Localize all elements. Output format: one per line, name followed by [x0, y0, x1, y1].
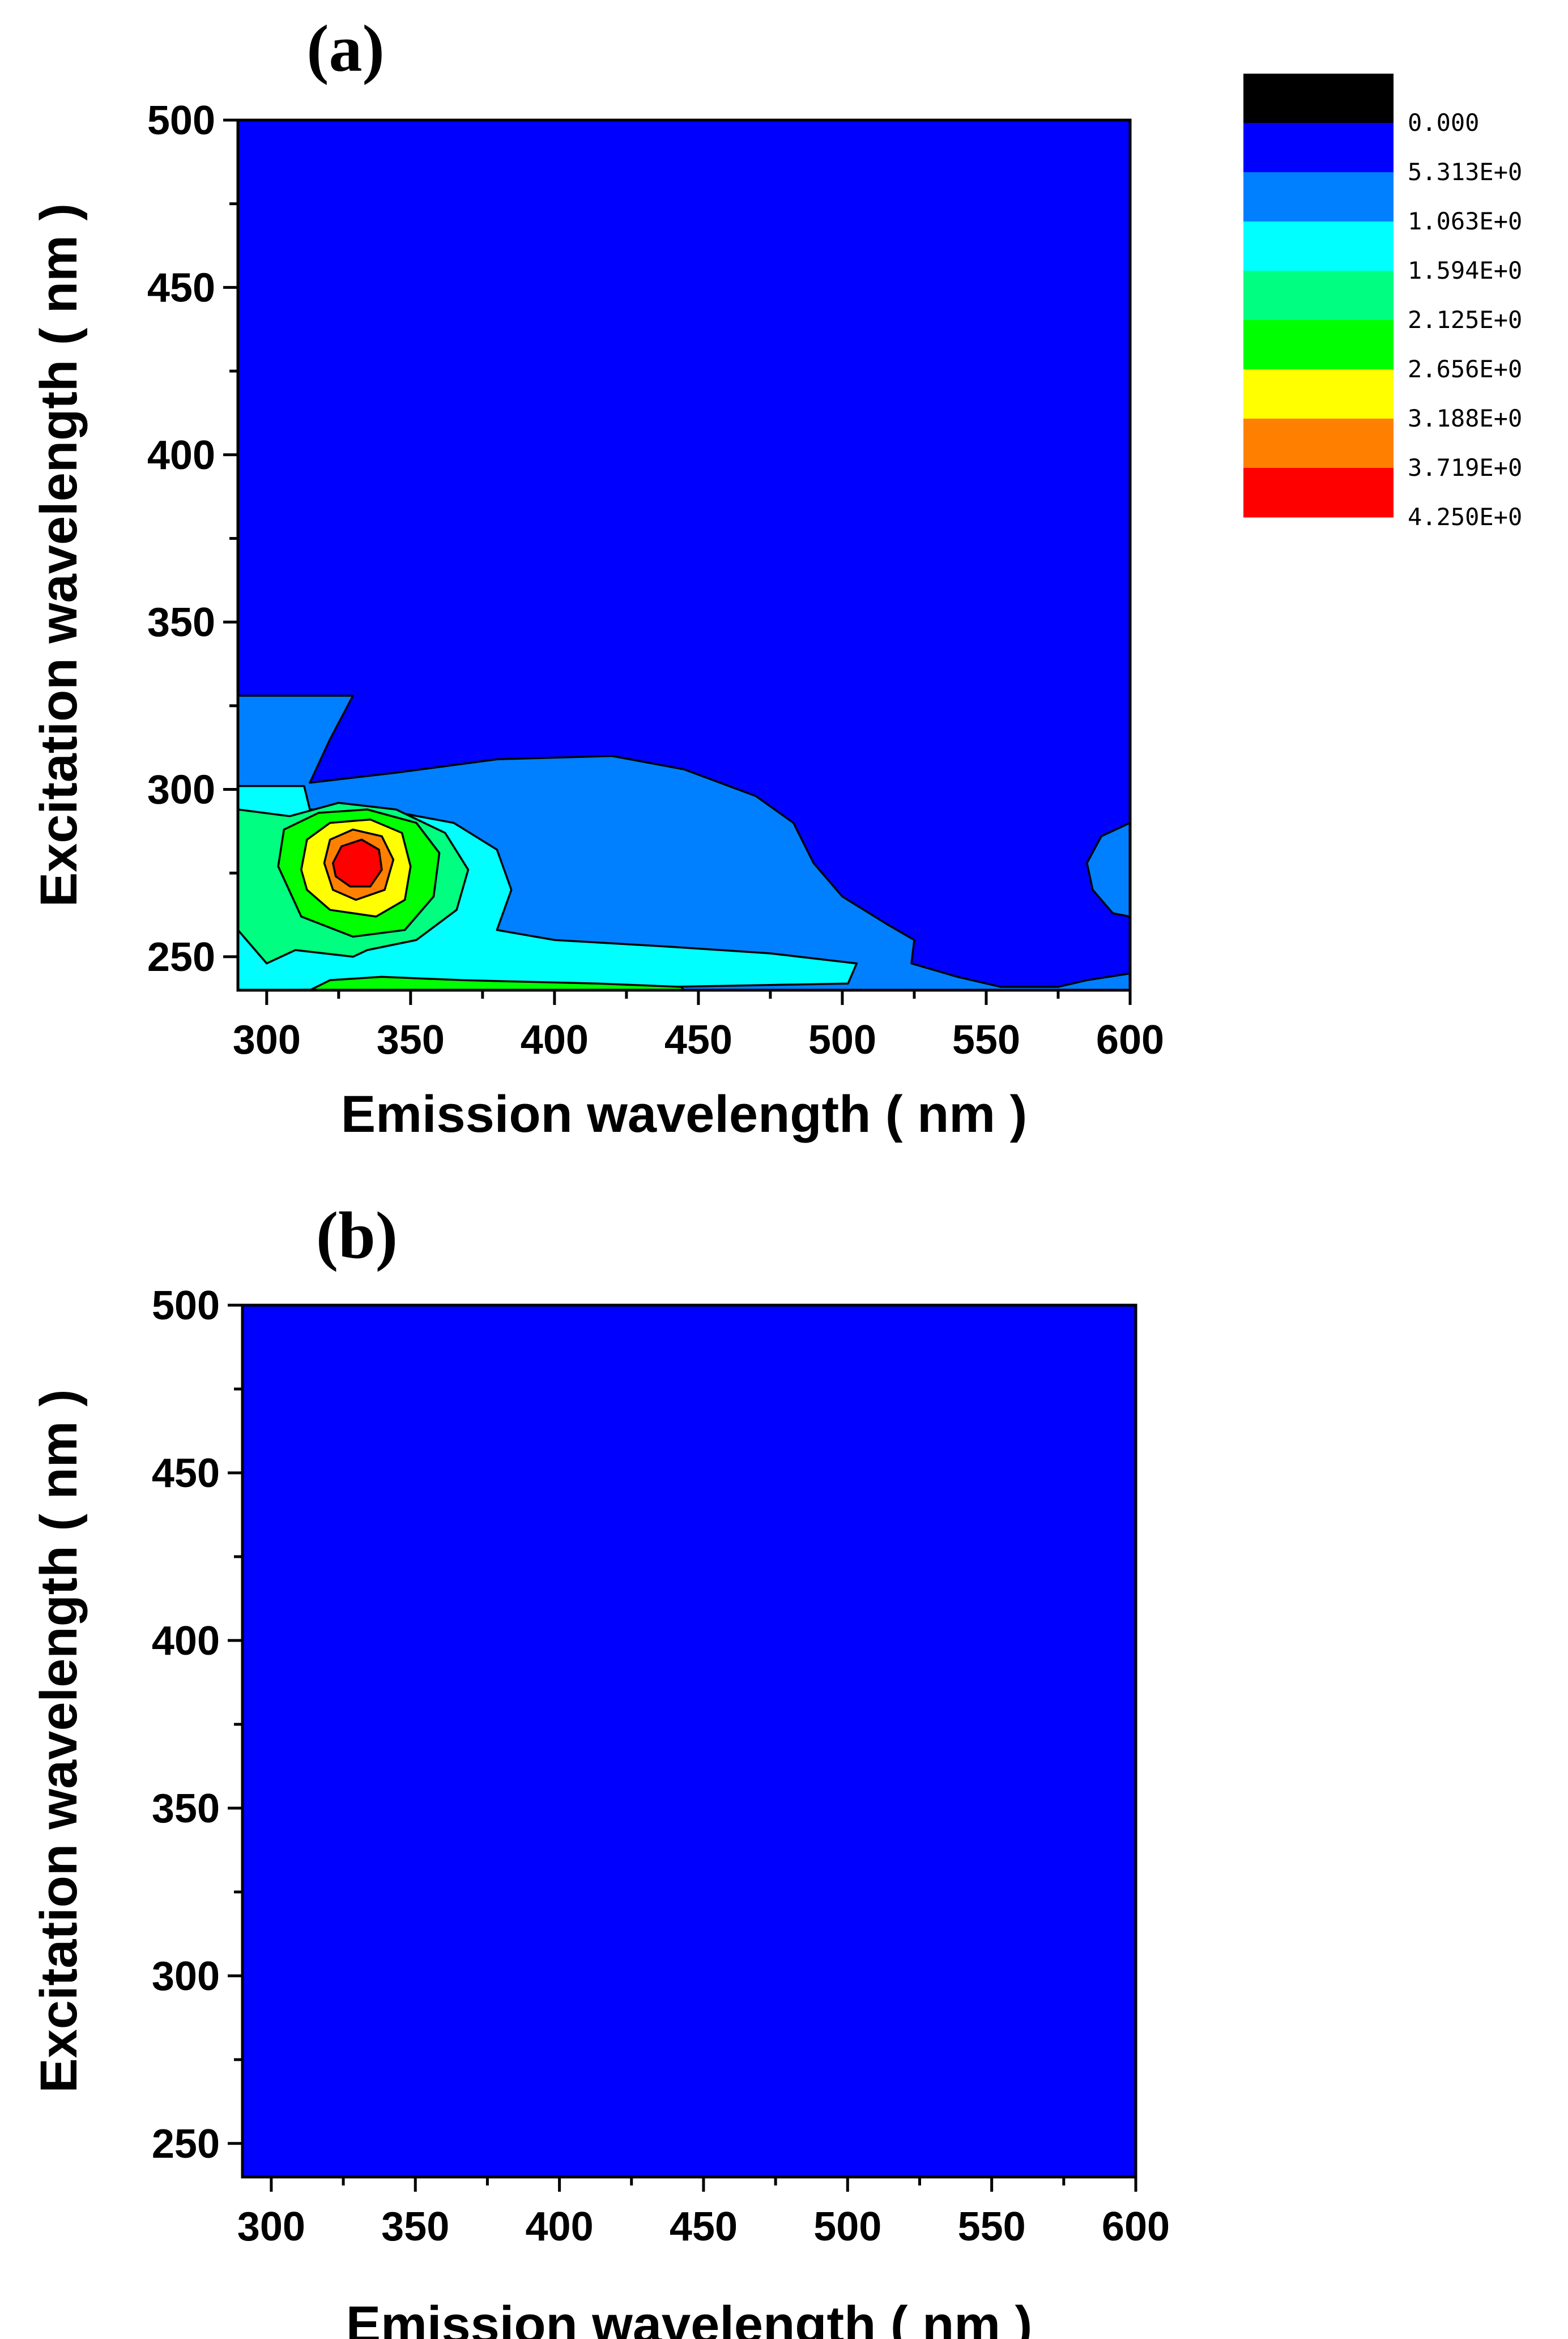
- legend-label: 2.125E+0: [1408, 306, 1522, 334]
- y-tick-label: 350: [147, 600, 215, 645]
- y-tick-label: 500: [152, 1283, 220, 1328]
- x-tick-label: 550: [952, 1017, 1020, 1063]
- x-axis-title: Emission wavelength ( nm ): [346, 2296, 1033, 2339]
- legend-swatch-6: [1243, 369, 1394, 419]
- contour-regions: [238, 695, 1130, 990]
- y-tick-label: 300: [152, 1954, 220, 1999]
- legend-label: 1.594E+0: [1408, 257, 1522, 284]
- y-tick-label: 300: [147, 768, 215, 813]
- legend-swatch-7: [1243, 419, 1394, 468]
- plot-frame: [236, 118, 1132, 992]
- legend-swatch-0: [1243, 74, 1394, 123]
- contour-region-level-2: [1086, 821, 1130, 918]
- x-tick-label: 500: [808, 1017, 876, 1063]
- legend-swatch-1: [1243, 123, 1394, 173]
- legend-label: 3.188E+0: [1408, 404, 1522, 432]
- y-tick-label: 250: [147, 935, 215, 980]
- plot-frame: [241, 1303, 1137, 2179]
- panel-label: (b): [316, 1198, 398, 1272]
- x-tick-label: 400: [526, 2204, 594, 2249]
- x-tick-label: 450: [670, 2204, 738, 2249]
- x-tick-label: 600: [1096, 1017, 1164, 1063]
- color-legend: 0.000 5.313E+0 1.063E+0 1.594E+0 2.125E+0 2.6…: [1243, 74, 1522, 531]
- y-tick-label: 400: [152, 1618, 220, 1664]
- legend-label: 4.250E+0: [1408, 503, 1522, 531]
- y-tick-label: 450: [147, 265, 215, 310]
- x-tick-label: 500: [813, 2204, 881, 2249]
- x-tick-label: 600: [1102, 2204, 1170, 2249]
- y-tick-label: 500: [147, 98, 215, 143]
- y-axis-title: Excitation wavelength ( nm ): [30, 1389, 88, 2093]
- legend-label: 3.719E+0: [1408, 454, 1522, 482]
- y-tick-label: 250: [152, 2121, 220, 2167]
- y-tick-label: 350: [152, 1786, 220, 1831]
- legend-swatch-3: [1243, 221, 1394, 271]
- x-tick-label: 300: [233, 1017, 301, 1063]
- x-tick-label: 350: [377, 1017, 445, 1063]
- contour-background: [242, 1305, 1136, 2177]
- x-tick-label: 450: [664, 1017, 732, 1063]
- y-tick-label: 450: [152, 1451, 220, 1496]
- x-tick-label: 550: [958, 2204, 1026, 2249]
- x-tick-label: 350: [381, 2204, 449, 2249]
- legend-label: 5.313E+0: [1408, 158, 1522, 186]
- y-axis-title: Excitation wavelength ( nm ): [30, 203, 88, 907]
- legend-label: 2.656E+0: [1408, 355, 1522, 383]
- contour-plot-b: 300 350 400 450 500 550 600 250 300 350 400 450 500 E…: [30, 1198, 1170, 2339]
- y-tick-label: 400: [147, 433, 215, 478]
- legend-label: 1.063E+0: [1408, 207, 1522, 235]
- legend-swatch-5: [1243, 320, 1394, 370]
- legend-label: 0.000: [1408, 109, 1479, 137]
- panel-label: (a): [306, 11, 385, 86]
- x-axis-title: Emission wavelength ( nm ): [341, 1085, 1028, 1143]
- legend-swatch-4: [1243, 271, 1394, 321]
- contour-plot-a: 300 350 400 450 500 550 600 250 300 350 400 450 500 E…: [30, 11, 1164, 1143]
- legend-swatch-8: [1243, 468, 1394, 518]
- contour-region-level-8: [331, 838, 383, 888]
- x-tick-label: 300: [237, 2204, 305, 2249]
- legend-swatch-2: [1243, 172, 1394, 222]
- x-tick-label: 400: [521, 1017, 589, 1063]
